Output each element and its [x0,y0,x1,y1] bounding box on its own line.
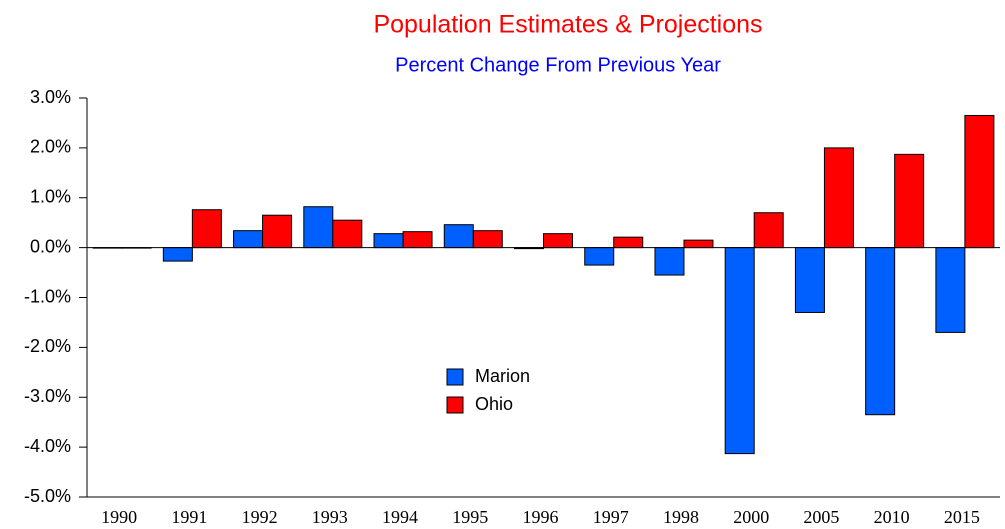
bar [865,247,896,416]
bar [332,219,363,249]
bar [753,212,784,249]
bar [794,247,825,313]
bar [472,230,503,249]
y-tick-label: -5.0% [24,486,71,506]
y-tick-label: 1.0% [30,187,71,207]
y-tick-label: 2.0% [30,137,71,157]
bar [683,239,714,249]
bar [262,214,293,249]
bar [654,247,685,276]
bar [233,230,264,249]
chart-title: Population Estimates & Projections [373,11,762,39]
bar [402,231,433,249]
x-tick-label: 1997 [593,507,629,527]
bar [894,153,925,249]
legend-swatch [446,368,464,386]
y-tick-label: -1.0% [24,286,71,306]
bar [162,247,193,262]
legend-label: Marion [475,366,530,386]
x-tick-label: 1990 [101,507,137,527]
x-tick-label: 2005 [803,507,839,527]
bar [543,233,573,249]
y-tick-label: 3.0% [30,87,71,107]
bar [724,247,755,455]
x-tick-label: 1998 [663,507,699,527]
y-tick-label: 0.0% [30,236,71,256]
bar [303,206,334,249]
chart-subtitle: Percent Change From Previous Year [395,54,721,76]
bar [935,247,966,333]
bar [613,236,644,249]
x-tick-label: 1995 [452,507,488,527]
x-tick-label: 1994 [382,507,418,527]
bar [823,147,854,249]
x-tick-label: 1992 [242,507,278,527]
bar [373,233,404,249]
bar [443,224,474,249]
y-tick-label: -4.0% [24,436,71,456]
x-tick-label: 2010 [874,507,910,527]
legend-swatch [446,396,464,414]
x-tick-label: 2015 [944,507,980,527]
bar [584,247,615,266]
bar [964,114,995,249]
legend-label: Ohio [475,394,513,414]
x-tick-label: 1996 [523,507,559,527]
bar [191,209,222,249]
x-tick-label: 1991 [171,507,207,527]
x-tick-label: 2000 [733,507,769,527]
y-tick-label: -3.0% [24,386,71,406]
y-tick-label: -2.0% [24,336,71,356]
x-tick-label: 1993 [312,507,348,527]
